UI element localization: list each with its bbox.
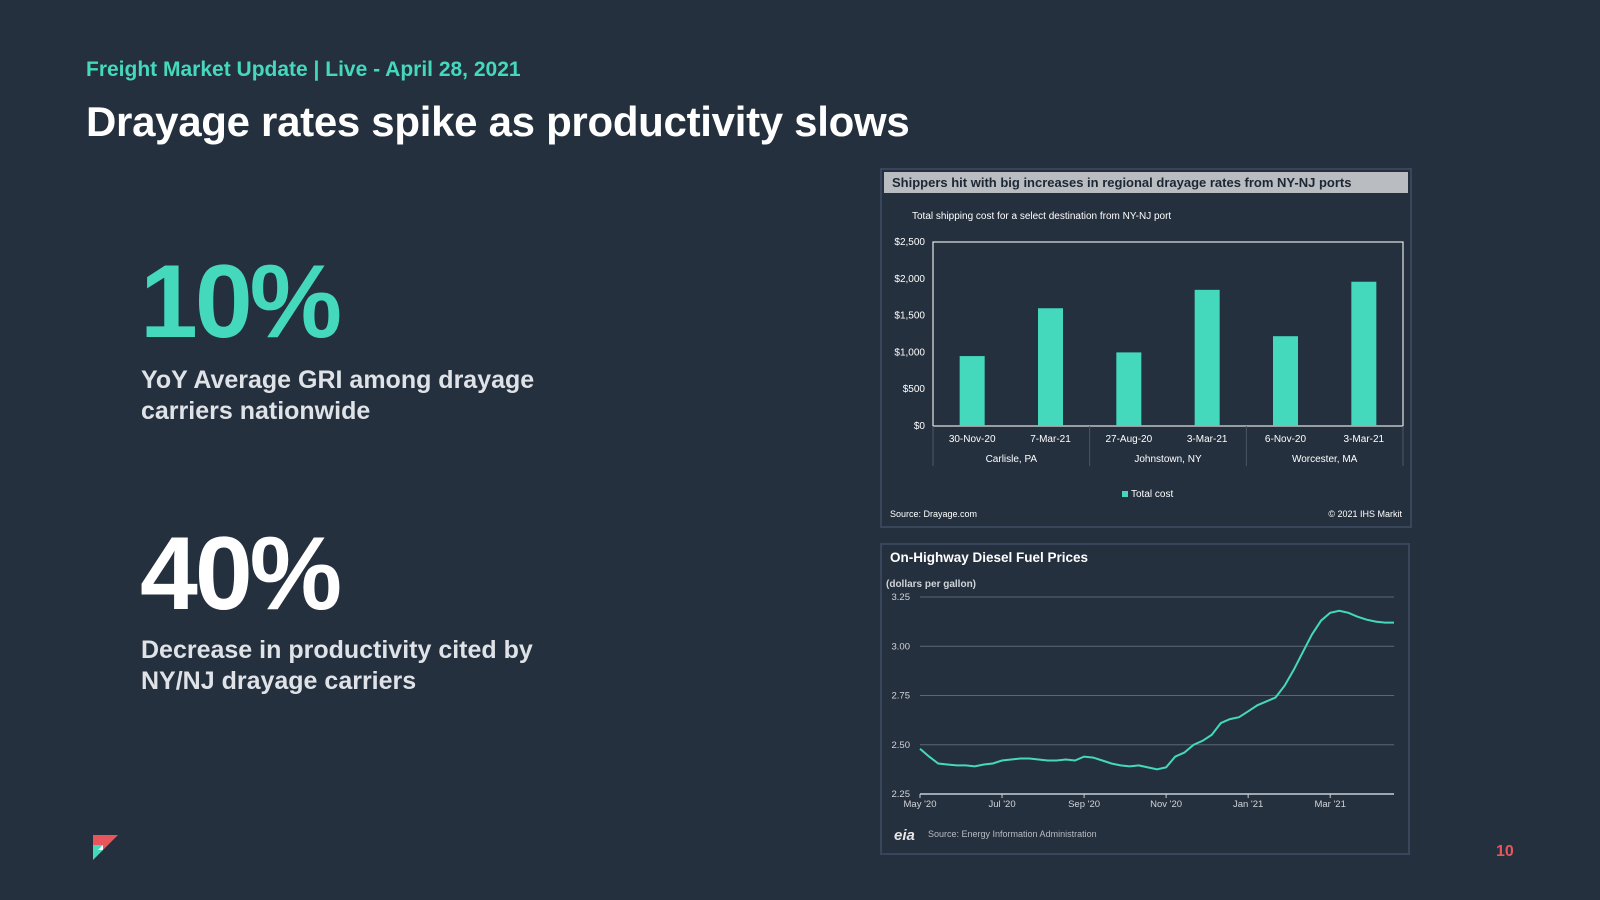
stat-description-productivity: Decrease in productivity cited by NY/NJ … xyxy=(141,636,533,695)
x-tick-label: 27-Aug-20 xyxy=(1105,434,1152,445)
y-tick-label: $0 xyxy=(914,421,926,432)
x-tick-label: 7-Mar-21 xyxy=(1030,434,1071,445)
x-tick-label: 3-Mar-21 xyxy=(1344,434,1385,445)
line-chart-ylabel: (dollars per gallon) xyxy=(886,579,976,590)
bar xyxy=(1351,281,1377,426)
x-group-label: Carlisle, PA xyxy=(986,454,1038,465)
x-tick-label: Jul '20 xyxy=(988,799,1015,810)
y-tick-label: 2.75 xyxy=(892,691,911,702)
y-tick-label: 3.25 xyxy=(892,592,911,603)
bar-chart-source: Source: Drayage.com xyxy=(890,509,977,519)
y-tick-label: $1,500 xyxy=(894,311,925,322)
x-tick-label: Nov '20 xyxy=(1150,799,1182,810)
y-tick-label: $2,500 xyxy=(894,237,925,248)
page-number: 10 xyxy=(1496,843,1514,860)
x-group-label: Johnstown, NY xyxy=(1134,454,1202,465)
y-tick-label: $2,000 xyxy=(894,274,925,285)
x-tick-label: May '20 xyxy=(904,799,937,810)
bar xyxy=(1116,352,1142,426)
bar xyxy=(1038,308,1063,426)
x-tick-label: Mar '21 xyxy=(1314,799,1345,810)
deck-subtitle: Freight Market Update | Live - April 28,… xyxy=(86,58,521,81)
diesel-price-line xyxy=(919,609,1394,771)
x-tick-label: 3-Mar-21 xyxy=(1187,434,1228,445)
y-tick-label: 2.50 xyxy=(892,740,911,751)
bar xyxy=(1273,336,1298,426)
stat-value-productivity: 40% xyxy=(140,516,342,632)
y-tick-label: 3.00 xyxy=(892,641,911,652)
stat-description-gri: YoY Average GRI among drayage carriers n… xyxy=(141,366,535,425)
diesel-line-chart: On-Highway Diesel Fuel Prices (dollars p… xyxy=(886,550,1394,844)
legend-swatch xyxy=(1122,491,1128,497)
x-tick-label: Sep '20 xyxy=(1068,799,1100,810)
bar-chart-title: Total shipping cost for a select destina… xyxy=(912,211,1171,222)
drayage-bar-chart: Total shipping cost for a select destina… xyxy=(890,211,1404,519)
bar xyxy=(1194,289,1220,426)
stat-value-gri: 10% xyxy=(140,244,342,360)
eia-logo: eia xyxy=(894,827,915,844)
plot-frame xyxy=(932,241,1404,427)
x-tick-label: Jan '21 xyxy=(1233,799,1263,810)
line-chart-title: On-Highway Diesel Fuel Prices xyxy=(890,550,1088,565)
line-chart-source: Source: Energy Information Administratio… xyxy=(928,829,1097,839)
y-tick-label: $500 xyxy=(903,384,926,395)
bar xyxy=(959,356,985,426)
brand-logo-icon xyxy=(93,835,118,860)
y-tick-label: 2.25 xyxy=(892,789,911,800)
slide-title: Drayage rates spike as productivity slow… xyxy=(86,98,910,145)
bar-chart-copyright: © 2021 IHS Markit xyxy=(1328,509,1402,519)
drayage-chart-header: Shippers hit with big increases in regio… xyxy=(884,172,1408,193)
diesel-price-chart-panel: On-Highway Diesel Fuel Prices (dollars p… xyxy=(880,543,1410,855)
x-tick-label: 30-Nov-20 xyxy=(949,434,996,445)
x-tick-label: 6-Nov-20 xyxy=(1265,434,1307,445)
y-tick-label: $1,000 xyxy=(894,347,925,358)
drayage-rates-chart-panel: Shippers hit with big increases in regio… xyxy=(880,168,1412,528)
x-group-label: Worcester, MA xyxy=(1292,454,1358,465)
legend-label: Total cost xyxy=(1131,489,1173,500)
